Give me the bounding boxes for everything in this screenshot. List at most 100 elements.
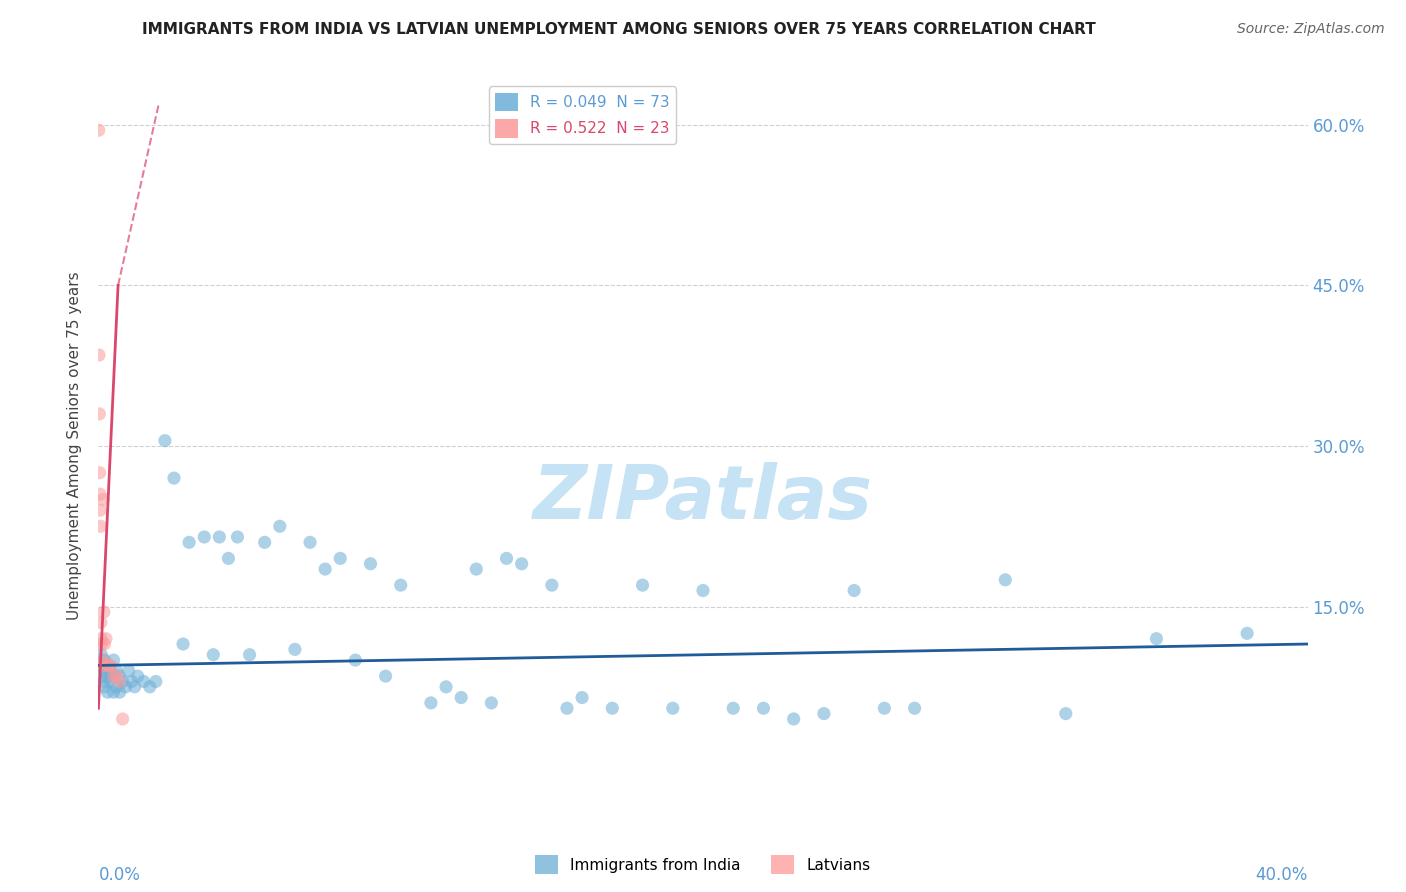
Point [89, 503, 111, 517]
Point [93, 653, 115, 667]
Point [374, 669, 396, 683]
Point [153, 434, 176, 448]
Point [389, 578, 412, 592]
Point [103, 669, 125, 683]
Point [96, 658, 118, 673]
Point [1054, 706, 1077, 721]
Point [631, 578, 654, 592]
Point [1144, 632, 1167, 646]
Point [873, 701, 896, 715]
Y-axis label: Unemployment Among Seniors over 75 years: Unemployment Among Seniors over 75 years [67, 272, 83, 620]
Point [172, 637, 194, 651]
Point [139, 680, 162, 694]
Point [226, 530, 249, 544]
Point [329, 551, 352, 566]
Point [105, 669, 128, 683]
Point [90, 658, 112, 673]
Point [108, 685, 131, 699]
Point [132, 674, 155, 689]
Point [93, 664, 115, 678]
Point [813, 706, 835, 721]
Point [124, 680, 146, 694]
Point [111, 674, 134, 689]
Point [284, 642, 307, 657]
Legend: R = 0.049  N = 73, R = 0.522  N = 23: R = 0.049 N = 73, R = 0.522 N = 23 [489, 87, 675, 144]
Point [93, 605, 115, 619]
Point [163, 471, 186, 485]
Point [90, 669, 112, 683]
Point [465, 562, 488, 576]
Point [103, 685, 125, 699]
Point [994, 573, 1017, 587]
Point [723, 701, 745, 715]
Point [108, 669, 131, 683]
Text: 0.0%: 0.0% [98, 865, 141, 884]
Point [90, 615, 112, 630]
Point [217, 551, 239, 566]
Point [91, 658, 114, 673]
Point [103, 669, 125, 683]
Point [540, 578, 562, 592]
Point [100, 674, 122, 689]
Text: ZIPatlas: ZIPatlas [533, 462, 873, 535]
Point [510, 557, 533, 571]
Point [193, 530, 215, 544]
Point [89, 487, 111, 501]
Point [100, 658, 122, 673]
Point [96, 685, 118, 699]
Text: Source: ZipAtlas.com: Source: ZipAtlas.com [1237, 22, 1385, 37]
Point [299, 535, 322, 549]
Point [145, 674, 167, 689]
Point [314, 562, 336, 576]
Point [127, 669, 149, 683]
Point [844, 583, 866, 598]
Text: IMMIGRANTS FROM INDIA VS LATVIAN UNEMPLOYMENT AMONG SENIORS OVER 75 YEARS CORREL: IMMIGRANTS FROM INDIA VS LATVIAN UNEMPLO… [142, 22, 1095, 37]
Point [904, 701, 927, 715]
Point [1236, 626, 1258, 640]
Point [555, 701, 578, 715]
Point [93, 674, 115, 689]
Point [87, 123, 110, 137]
Point [602, 701, 624, 715]
Point [91, 492, 114, 507]
Point [571, 690, 593, 705]
Point [481, 696, 503, 710]
Point [114, 680, 136, 694]
Point [105, 680, 128, 694]
Point [96, 658, 118, 673]
Point [108, 674, 131, 689]
Point [179, 535, 201, 549]
Point [91, 653, 114, 667]
Point [495, 551, 517, 566]
Text: 40.0%: 40.0% [1256, 865, 1308, 884]
Point [100, 664, 122, 678]
Point [344, 653, 367, 667]
Point [661, 701, 683, 715]
Point [752, 701, 775, 715]
Point [692, 583, 714, 598]
Point [89, 466, 111, 480]
Point [90, 648, 112, 662]
Point [450, 690, 472, 705]
Point [90, 637, 112, 651]
Point [434, 680, 457, 694]
Point [360, 557, 382, 571]
Point [94, 632, 117, 646]
Point [783, 712, 806, 726]
Point [269, 519, 291, 533]
Point [93, 680, 115, 694]
Point [98, 658, 121, 673]
Point [105, 664, 128, 678]
Point [111, 712, 134, 726]
Point [103, 653, 125, 667]
Point [96, 669, 118, 683]
Point [202, 648, 225, 662]
Point [118, 664, 141, 678]
Point [121, 674, 143, 689]
Point [90, 632, 112, 646]
Point [87, 348, 110, 362]
Point [420, 696, 443, 710]
Point [93, 637, 115, 651]
Point [89, 407, 111, 421]
Legend: Immigrants from India, Latvians: Immigrants from India, Latvians [529, 849, 877, 880]
